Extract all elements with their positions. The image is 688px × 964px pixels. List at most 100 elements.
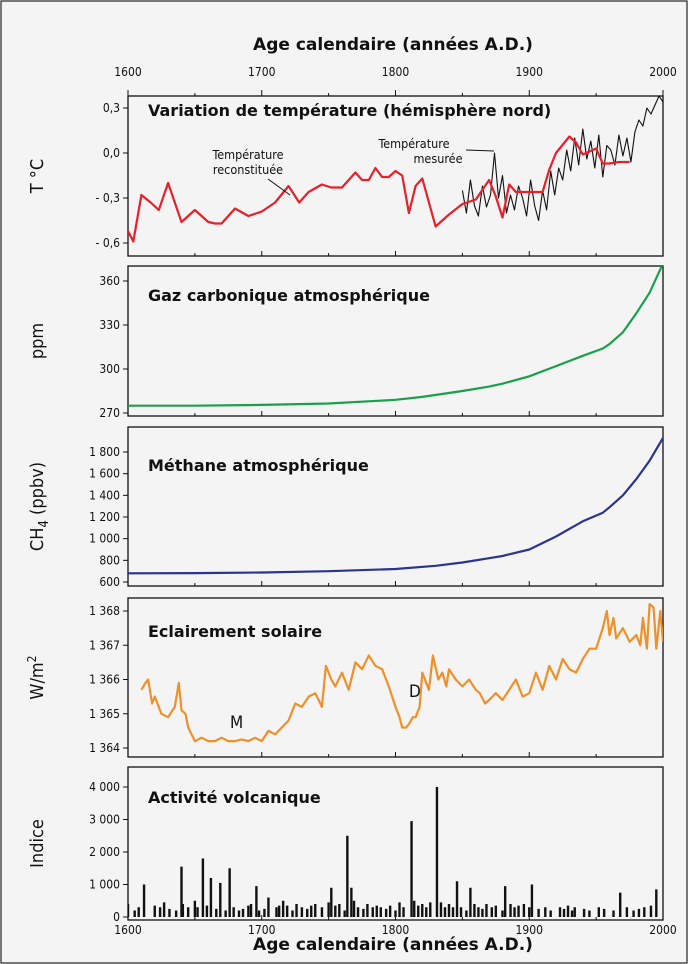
- annotation-leader: [465, 149, 495, 152]
- bar: [570, 910, 574, 917]
- bar: [537, 908, 540, 917]
- bar: [398, 902, 401, 917]
- y-tick-label: 330: [99, 318, 120, 332]
- y-tick-label: 0,3: [103, 101, 120, 115]
- bar: [180, 866, 183, 917]
- y-tick-label: 1 367: [89, 638, 120, 652]
- bar: [465, 910, 468, 917]
- bar: [421, 904, 424, 917]
- series-line: [461, 96, 663, 222]
- panel-title: Activité volcanique: [148, 788, 321, 807]
- bar: [300, 907, 304, 917]
- bar: [425, 907, 428, 917]
- y-tick-label: 1 400: [89, 488, 120, 502]
- bar: [285, 905, 289, 917]
- panel-title: Gaz carbonique atmosphérique: [148, 286, 430, 305]
- bar: [490, 907, 493, 917]
- x-axis-top: 1600 1700 1800 1900 2000: [114, 65, 677, 96]
- bar: [346, 835, 349, 917]
- bar: [494, 905, 498, 917]
- bar: [334, 905, 337, 917]
- y-axis: 1 800 1 600 1 400 1 200 1 000 800 600: [89, 445, 128, 589]
- bar: [314, 904, 317, 917]
- y-tick-label: 600: [99, 575, 120, 589]
- bar: [247, 905, 250, 917]
- bar: [394, 910, 397, 917]
- panel-title: Eclairement solaire: [148, 622, 322, 641]
- panel-title: Méthane atmosphérique: [148, 456, 369, 475]
- bar: [582, 908, 586, 917]
- bar: [219, 882, 222, 917]
- bar: [168, 908, 171, 917]
- bar: [417, 905, 420, 917]
- bar: [410, 821, 413, 917]
- x-tick-label-top: 1800: [382, 65, 410, 79]
- y-tick-label: - 0,3: [96, 191, 121, 205]
- x-tick-label-bottom: 1600: [114, 923, 142, 937]
- plot-area: [128, 96, 663, 243]
- bar: [375, 905, 378, 917]
- bar: [366, 904, 369, 917]
- bar: [509, 904, 512, 917]
- x-tick-label-top: 1900: [516, 65, 544, 79]
- series-line: [140, 603, 663, 743]
- bar: [625, 907, 629, 917]
- bar: [573, 907, 576, 917]
- bar: [413, 900, 416, 917]
- bar: [295, 904, 298, 917]
- bar: [643, 907, 646, 917]
- y-axis-label-rest: (ppbv): [27, 462, 48, 520]
- bar: [384, 908, 388, 917]
- axis-title-bottom: Age calendaire (années A.D.): [253, 935, 533, 955]
- bar: [162, 902, 166, 917]
- bar: [447, 904, 451, 917]
- bar: [655, 889, 658, 917]
- y-tick-label: 270: [99, 406, 120, 420]
- series-line: [128, 266, 663, 407]
- bar: [566, 905, 570, 917]
- bar: [443, 907, 447, 917]
- bar: [612, 910, 615, 917]
- plot-area: [128, 437, 663, 575]
- y-tick-label: 1 000: [89, 878, 120, 892]
- bar: [181, 904, 185, 917]
- bar: [215, 908, 218, 917]
- bar: [310, 905, 313, 917]
- bar: [343, 910, 346, 917]
- bar: [649, 905, 653, 917]
- x-tick-label-top: 1700: [248, 65, 276, 79]
- panel-4: 1 368 1 367 1 366 1 365 1 364 W/m2 Eclairement…: [25, 597, 664, 758]
- x-axis-bottom: 1600 1700 1800 1900 2000: [114, 923, 677, 937]
- bar: [435, 787, 439, 917]
- bar: [528, 907, 531, 917]
- annotation-dalton: D: [409, 682, 421, 702]
- y-tick-label: 300: [99, 362, 120, 376]
- y-axis: 0,3 0,0 - 0,3 - 0,6: [96, 101, 128, 250]
- bar: [362, 908, 365, 917]
- bar: [267, 897, 270, 917]
- bar: [228, 868, 231, 917]
- bar: [356, 907, 360, 917]
- bar: [632, 910, 635, 917]
- bar: [186, 907, 190, 917]
- plot-area: [128, 787, 658, 917]
- bar: [473, 904, 476, 917]
- y-axis-label: Indice: [27, 819, 48, 868]
- y-axis: 4 000 3 000 2 000 1 000 0: [89, 780, 128, 924]
- bar: [133, 910, 136, 917]
- bar: [306, 908, 309, 917]
- annotation-line: reconstituée: [213, 162, 283, 177]
- bar: [275, 907, 278, 917]
- bar: [481, 908, 484, 917]
- y-tick-label: 1 366: [89, 673, 120, 687]
- annotation-line: Température: [378, 136, 450, 151]
- bar: [257, 910, 261, 917]
- plot-frame: [127, 597, 664, 758]
- bar: [562, 908, 566, 917]
- y-tick-label: 1 364: [89, 741, 120, 755]
- bar: [513, 907, 516, 917]
- bar: [338, 904, 341, 917]
- y-tick-label: - 0,6: [96, 236, 121, 250]
- bar: [158, 907, 162, 917]
